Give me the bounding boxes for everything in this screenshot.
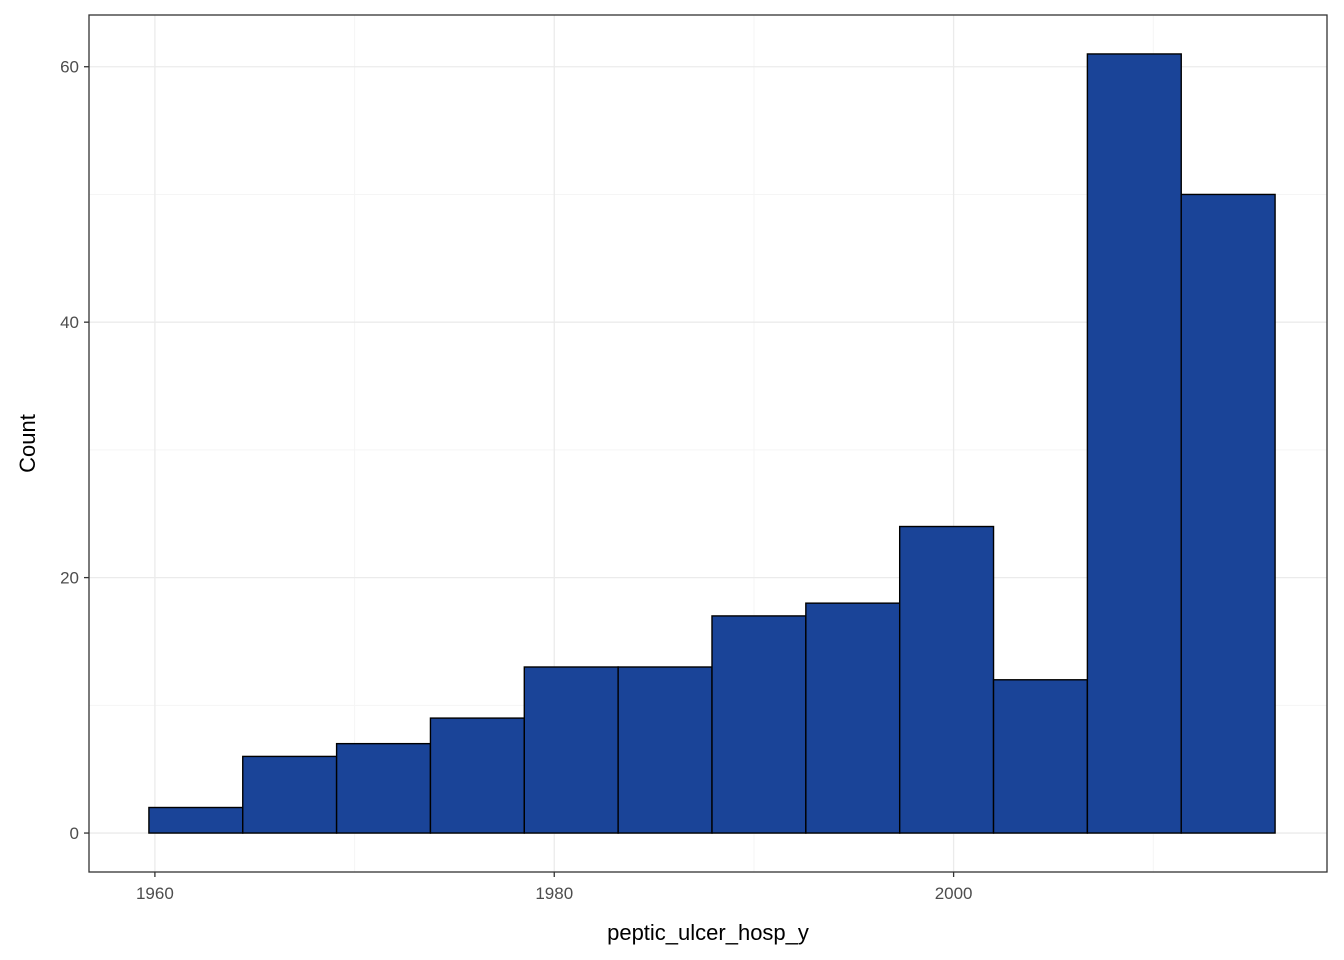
y-tick-label: 0 — [70, 824, 79, 843]
histogram-bar — [148, 806, 244, 834]
x-tick-label: 1960 — [136, 884, 174, 903]
histogram-bar — [805, 602, 901, 834]
histogram-bar — [898, 525, 995, 834]
x-axis: 1960 1980 2000 — [136, 872, 973, 903]
histogram-bar — [429, 717, 525, 834]
x-tick-label: 1980 — [535, 884, 573, 903]
histogram-bar — [1086, 53, 1182, 834]
y-tick-label: 20 — [60, 569, 79, 588]
histogram-bar — [711, 615, 807, 834]
y-tick-label: 60 — [60, 58, 79, 77]
histogram-bar — [335, 742, 432, 834]
y-tick-label: 40 — [60, 313, 79, 332]
histogram-bars — [148, 53, 1276, 834]
histogram-bar — [617, 666, 713, 834]
histogram-bar — [242, 755, 338, 834]
panel-border — [88, 14, 1328, 873]
histogram-bar — [992, 679, 1089, 834]
y-axis-title: Count — [15, 414, 40, 473]
x-tick-label: 2000 — [935, 884, 973, 903]
x-axis-title: peptic_ulcer_hosp_y — [607, 920, 809, 945]
histogram-bar — [1180, 193, 1276, 834]
histogram-bar — [523, 666, 619, 834]
y-axis: 0 20 40 60 — [60, 58, 89, 843]
